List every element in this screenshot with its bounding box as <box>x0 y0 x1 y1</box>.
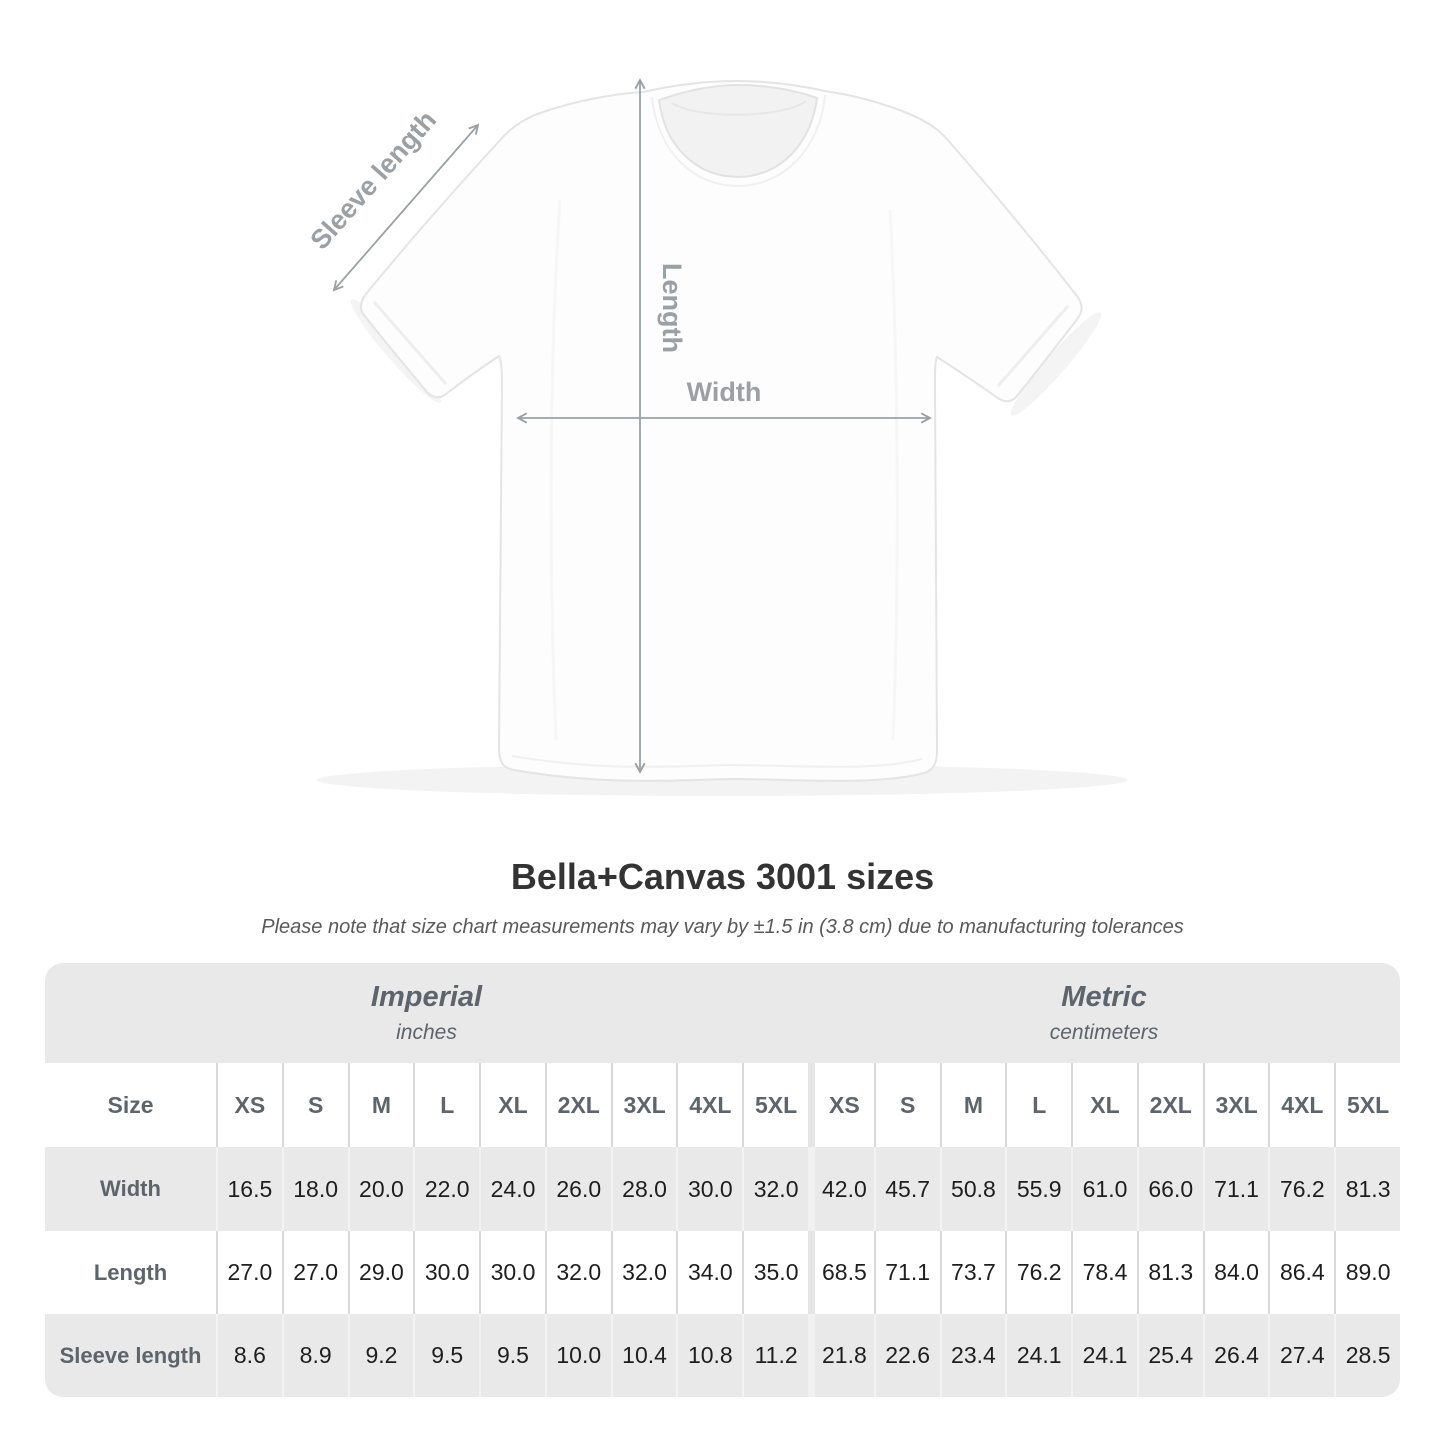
value-width-imperial-xl: 24.0 <box>479 1147 545 1231</box>
value-width-metric-5xl: 81.3 <box>1334 1147 1400 1231</box>
size-table: Imperial inches Metric centimeters Size … <box>45 963 1400 1397</box>
value-sleeve-length-imperial-l: 9.5 <box>413 1314 480 1397</box>
section-metric-sublabel: centimeters <box>1049 1021 1159 1044</box>
value-sleeve-length-imperial-4xl: 10.8 <box>676 1314 743 1397</box>
size-header-imperial-5xl: 5XL <box>742 1063 808 1147</box>
tshirt-seams <box>372 199 1070 768</box>
value-sleeve-length-imperial-2xl: 10.0 <box>544 1314 611 1397</box>
value-width-imperial-3xl: 28.0 <box>610 1147 677 1231</box>
value-width-metric-m: 50.8 <box>939 1147 1006 1231</box>
diagram-label-length: Length <box>657 263 687 353</box>
size-header-metric-l: L <box>1005 1063 1072 1147</box>
value-width-imperial-xs: 16.5 <box>216 1147 282 1231</box>
value-width-metric-3xl: 71.1 <box>1202 1147 1269 1231</box>
value-width-imperial-m: 20.0 <box>347 1147 414 1231</box>
value-sleeve-length-metric-5xl: 28.5 <box>1334 1314 1400 1397</box>
value-length-imperial-xs: 27.0 <box>216 1231 282 1314</box>
size-header-metric-m: M <box>939 1063 1006 1147</box>
value-sleeve-length-metric-xl: 24.1 <box>1071 1314 1137 1397</box>
tshirt-measurement-diagram: Width Length Sleeve length <box>304 78 1127 796</box>
value-length-metric-3xl: 84.0 <box>1202 1231 1269 1314</box>
section-imperial-label: Imperial <box>370 981 483 1013</box>
size-header-metric-xl: XL <box>1071 1063 1137 1147</box>
value-width-metric-4xl: 76.2 <box>1268 1147 1335 1231</box>
page-subtitle: Please note that size chart measurements… <box>261 916 1184 938</box>
size-header-imperial-4xl: 4XL <box>676 1063 743 1147</box>
size-header-imperial-l: L <box>413 1063 480 1147</box>
size-header-metric-5xl: 5XL <box>1334 1063 1400 1147</box>
size-header-metric-3xl: 3XL <box>1202 1063 1269 1147</box>
page-title: Bella+Canvas 3001 sizes <box>510 856 935 897</box>
value-sleeve-length-imperial-3xl: 10.4 <box>610 1314 677 1397</box>
row-label-width: Width <box>45 1147 216 1231</box>
size-header-imperial-3xl: 3XL <box>610 1063 677 1147</box>
value-width-imperial-5xl: 32.0 <box>742 1147 808 1231</box>
value-sleeve-length-imperial-xl: 9.5 <box>479 1314 545 1397</box>
tshirt-collar <box>651 83 826 188</box>
size-header-imperial-xs: XS <box>216 1063 282 1147</box>
value-length-metric-xl: 78.4 <box>1071 1231 1137 1314</box>
row-label-sleeve-length: Sleeve length <box>45 1314 216 1397</box>
value-sleeve-length-metric-3xl: 26.4 <box>1202 1314 1269 1397</box>
value-width-metric-xl: 61.0 <box>1071 1147 1137 1231</box>
value-length-imperial-2xl: 32.0 <box>544 1231 611 1314</box>
size-header-metric-xs: XS <box>808 1063 874 1147</box>
value-length-imperial-l: 30.0 <box>413 1231 480 1314</box>
value-width-imperial-4xl: 30.0 <box>676 1147 743 1231</box>
value-length-imperial-5xl: 35.0 <box>742 1231 808 1314</box>
value-sleeve-length-metric-m: 23.4 <box>939 1314 1006 1397</box>
value-sleeve-length-metric-s: 22.6 <box>873 1314 940 1397</box>
diagram-label-width: Width <box>687 377 762 407</box>
value-width-imperial-s: 18.0 <box>281 1147 348 1231</box>
section-imperial: Imperial inches <box>45 963 808 1063</box>
value-length-imperial-s: 27.0 <box>281 1231 348 1314</box>
value-width-imperial-l: 22.0 <box>413 1147 480 1231</box>
size-header-metric-2xl: 2XL <box>1136 1063 1203 1147</box>
value-sleeve-length-metric-l: 24.1 <box>1005 1314 1072 1397</box>
value-length-metric-m: 73.7 <box>939 1231 1006 1314</box>
value-width-imperial-2xl: 26.0 <box>544 1147 611 1231</box>
section-metric: Metric centimeters <box>808 963 1400 1063</box>
value-sleeve-length-imperial-xs: 8.6 <box>216 1314 282 1397</box>
value-length-imperial-m: 29.0 <box>347 1231 414 1314</box>
value-width-metric-2xl: 66.0 <box>1136 1147 1203 1231</box>
value-sleeve-length-metric-4xl: 27.4 <box>1268 1314 1335 1397</box>
value-length-imperial-3xl: 32.0 <box>610 1231 677 1314</box>
size-header-imperial-2xl: 2XL <box>544 1063 611 1147</box>
section-imperial-sublabel: inches <box>396 1021 457 1044</box>
tshirt-illustration <box>359 80 1083 782</box>
value-length-imperial-xl: 30.0 <box>479 1231 545 1314</box>
value-length-metric-2xl: 81.3 <box>1136 1231 1203 1314</box>
size-header-metric-4xl: 4XL <box>1268 1063 1335 1147</box>
sleeve-length-arrow <box>332 123 480 292</box>
value-sleeve-length-metric-xs: 21.8 <box>808 1314 874 1397</box>
value-sleeve-length-imperial-m: 9.2 <box>347 1314 414 1397</box>
value-sleeve-length-metric-2xl: 25.4 <box>1136 1314 1203 1397</box>
value-width-metric-l: 55.9 <box>1005 1147 1072 1231</box>
value-length-metric-4xl: 86.4 <box>1268 1231 1335 1314</box>
size-header-imperial-m: M <box>347 1063 414 1147</box>
value-length-imperial-4xl: 34.0 <box>676 1231 743 1314</box>
value-width-metric-s: 45.7 <box>873 1147 940 1231</box>
value-length-metric-l: 76.2 <box>1005 1231 1072 1314</box>
size-header-metric-s: S <box>873 1063 940 1147</box>
size-header-imperial-s: S <box>281 1063 348 1147</box>
value-length-metric-5xl: 89.0 <box>1334 1231 1400 1314</box>
row-label-length: Length <box>45 1231 216 1314</box>
size-column-header: Size <box>45 1063 216 1147</box>
value-length-metric-xs: 68.5 <box>808 1231 874 1314</box>
value-sleeve-length-imperial-s: 8.9 <box>281 1314 348 1397</box>
size-header-imperial-xl: XL <box>479 1063 545 1147</box>
value-sleeve-length-imperial-5xl: 11.2 <box>742 1314 808 1397</box>
value-width-metric-xs: 42.0 <box>808 1147 874 1231</box>
value-length-metric-s: 71.1 <box>873 1231 940 1314</box>
section-metric-label: Metric <box>1061 981 1147 1013</box>
